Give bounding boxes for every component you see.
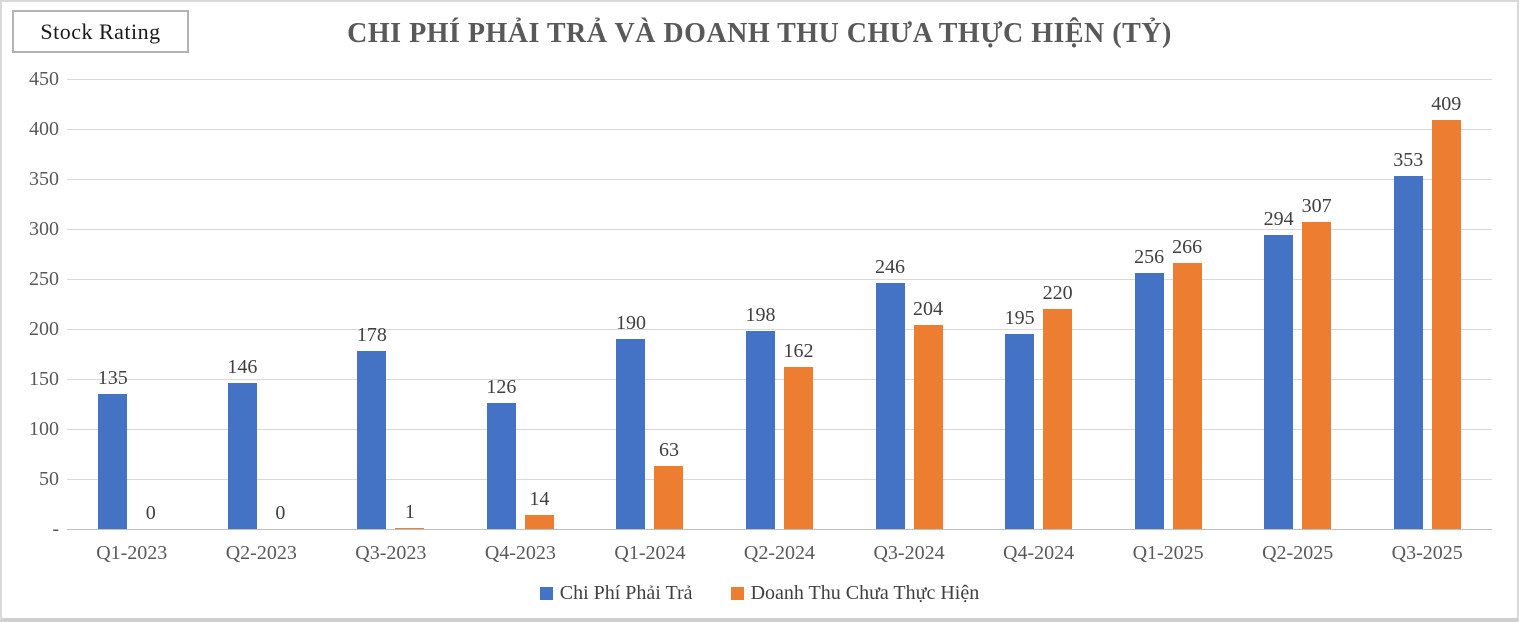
stock-rating-label: Stock Rating	[40, 18, 161, 44]
bar-series2	[1172, 263, 1202, 529]
x-tick-label: Q1-2025	[1132, 542, 1204, 564]
plot-area	[67, 78, 1492, 530]
y-tick-label: -	[52, 518, 59, 540]
legend-swatch-icon	[730, 586, 744, 600]
bar-series1	[357, 351, 387, 529]
x-tick-label: Q4-2023	[484, 542, 556, 564]
y-tick-label: 50	[39, 468, 59, 490]
bar-series1	[98, 394, 128, 529]
bar-series1	[1264, 235, 1294, 529]
gridline	[67, 128, 1492, 130]
x-tick-label: Q4-2024	[1003, 542, 1075, 564]
x-tick-label: Q2-2024	[743, 542, 816, 564]
bar-series2	[784, 367, 813, 529]
bar-value-label: 246	[875, 256, 906, 278]
legend-swatch-icon	[539, 586, 553, 600]
bar-value-label: 135	[97, 367, 128, 389]
gridline	[67, 228, 1492, 230]
bar-series1	[1005, 334, 1035, 529]
bar-value-label: 266	[1172, 236, 1203, 258]
bar-value-label: 198	[745, 304, 776, 326]
bar-series2	[1043, 309, 1073, 529]
bar-series1	[1393, 176, 1423, 529]
x-tick-label: Q2-2025	[1262, 542, 1334, 564]
y-tick-label: 400	[29, 118, 59, 140]
bar-value-label: 409	[1431, 93, 1462, 115]
bar-value-label: 14	[529, 488, 550, 510]
bar-value-label: 190	[615, 312, 646, 334]
gridline	[67, 378, 1492, 380]
bar-value-label: 294	[1263, 208, 1294, 230]
bar-series1	[227, 383, 257, 529]
x-tick-label: Q1-2024	[614, 542, 686, 564]
x-tick-label: Q2-2023	[225, 542, 297, 564]
legend-item-series1: Chi Phí Phải Trả	[539, 582, 693, 604]
bar-value-label: 195	[1004, 307, 1035, 329]
bar-value-label: 178	[356, 324, 387, 346]
bar-value-label: 307	[1301, 195, 1332, 217]
x-tick-label: Q3-2025	[1391, 542, 1463, 564]
x-tick-label: Q3-2023	[355, 542, 427, 564]
chart-legend: Chi Phí Phải Trả Doanh Thu Chưa Thực Hiện	[2, 583, 1517, 603]
gridline	[67, 428, 1492, 430]
x-axis-line	[67, 528, 1492, 530]
bar-series1	[746, 331, 775, 529]
bar-series2	[913, 325, 943, 529]
y-tick-label: 150	[29, 368, 59, 390]
chart-title: CHI PHÍ PHẢI TRẢ VÀ DOANH THU CHƯA THỰC …	[347, 18, 1172, 49]
bar-value-label: 146	[227, 356, 258, 378]
y-tick-label: 300	[29, 218, 59, 240]
bar-value-label: 0	[145, 502, 156, 524]
gridline	[67, 178, 1492, 180]
bar-series2	[1302, 222, 1332, 529]
bar-series2	[1431, 120, 1461, 529]
legend-label: Chi Phí Phải Trả	[559, 582, 693, 604]
x-tick-label: Q3-2024	[873, 542, 945, 564]
bar-series1	[1134, 273, 1164, 529]
bar-series2	[524, 515, 554, 529]
bar-series1	[875, 283, 905, 529]
gridline	[67, 278, 1492, 280]
stock-rating-badge: Stock Rating	[12, 10, 189, 53]
gridline	[67, 328, 1492, 330]
bar-value-label: 0	[275, 502, 286, 524]
bar-value-label: 220	[1042, 282, 1073, 304]
gridline	[67, 78, 1492, 80]
y-tick-label: 200	[29, 318, 59, 340]
gridline	[67, 478, 1492, 480]
y-tick-label: 450	[29, 68, 59, 90]
x-tick-label: Q1-2023	[96, 542, 168, 564]
bar-series2	[654, 466, 684, 529]
y-tick-label: 350	[29, 168, 59, 190]
legend-item-series2: Doanh Thu Chưa Thực Hiện	[730, 582, 980, 604]
bar-value-label: 204	[913, 298, 944, 320]
bar-series2	[395, 528, 425, 529]
bar-series1	[616, 339, 646, 529]
y-tick-label: 250	[29, 268, 59, 290]
bar-value-label: 63	[658, 439, 679, 461]
bar-value-label: 353	[1393, 149, 1424, 171]
legend-label: Doanh Thu Chưa Thực Hiện	[750, 582, 980, 604]
bar-value-label: 256	[1134, 246, 1165, 268]
bar-value-label: 162	[783, 340, 814, 362]
y-tick-label: 100	[29, 418, 59, 440]
bar-series1	[486, 403, 516, 529]
bar-value-label: 126	[486, 376, 517, 398]
bar-value-label: 1	[404, 501, 415, 523]
